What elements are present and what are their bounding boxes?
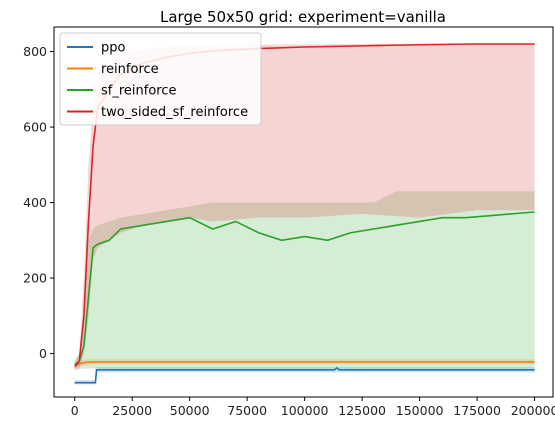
x-tick-label: 50000 (170, 403, 210, 418)
y-tick-label: 200 (23, 271, 47, 286)
x-tick-label: 125000 (338, 403, 386, 418)
y-tick-label: 0 (39, 346, 47, 361)
x-tick-label: 150000 (396, 403, 444, 418)
y-axis: 0 200 400 600 800 (23, 44, 54, 361)
chart-title: Large 50x50 grid: experiment=vanilla (160, 8, 446, 26)
x-tick-label: 200000 (511, 403, 555, 418)
x-tick-label: 175000 (453, 403, 501, 418)
band-sf_reinforce (74, 191, 535, 369)
legend-label-reinforce: reinforce (101, 62, 159, 77)
y-tick-label: 600 (23, 120, 47, 135)
line-sf_reinforce (74, 211, 535, 366)
x-tick-label: 75000 (227, 403, 267, 418)
y-tick-label: 400 (23, 195, 47, 210)
legend: ppo reinforce sf_reinforce two_sided_sf_rei… (59, 32, 262, 126)
x-tick-label: 25000 (112, 403, 152, 418)
y-tick-label: 800 (23, 44, 47, 59)
legend-label-sf_reinforce: sf_reinforce (101, 84, 177, 99)
legend-label-two_sided_sf_reinforce: two_sided_sf_reinforce (101, 105, 248, 120)
line-ppo (74, 366, 535, 384)
legend-label-ppo: ppo (101, 41, 126, 56)
plot-frame (53, 26, 554, 398)
x-axis: 0 25000 50000 75000 100000 125000 150000 175000… (71, 397, 555, 418)
x-tick-label: 100000 (281, 403, 329, 418)
line-reinforce (74, 361, 535, 366)
x-tick-label: 0 (71, 403, 79, 418)
band-ppo (74, 367, 535, 385)
legend-box (59, 32, 262, 126)
